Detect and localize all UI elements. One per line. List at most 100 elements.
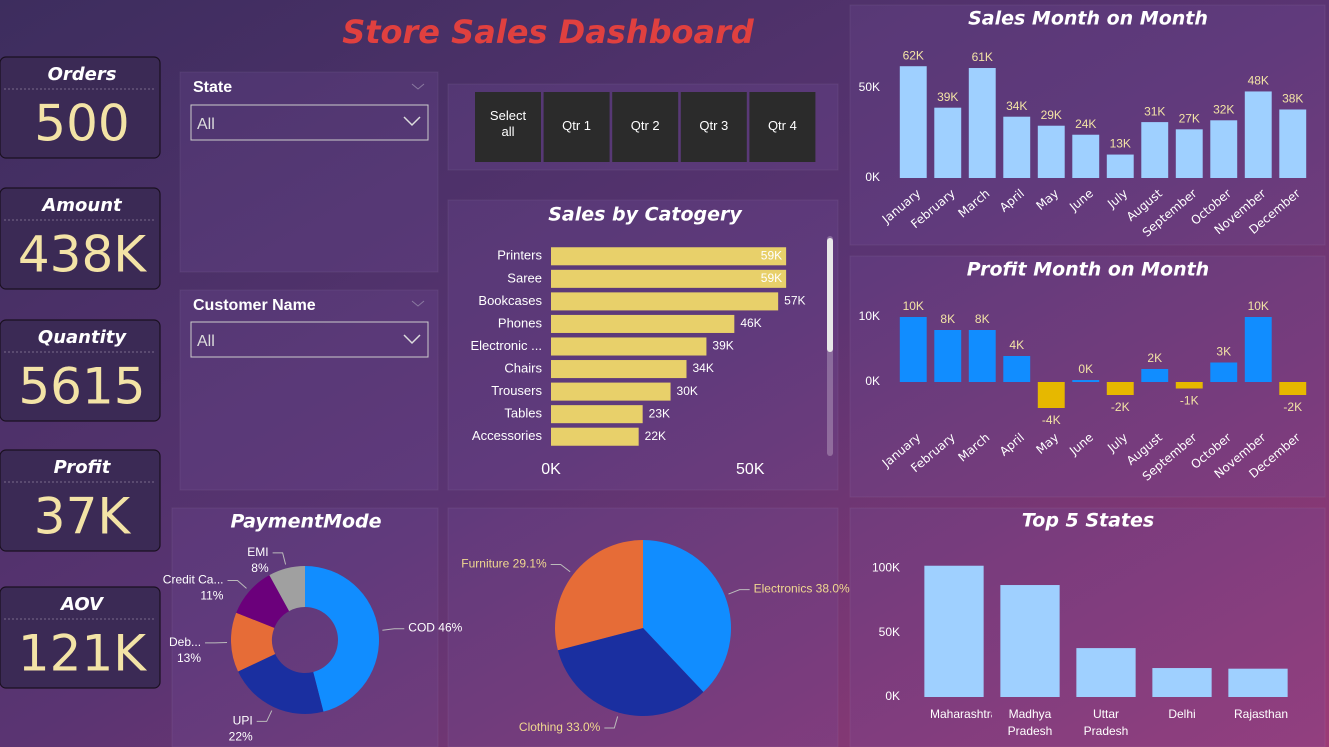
value-label: 0K	[1078, 362, 1093, 376]
value-label: 24K	[1075, 117, 1096, 131]
dropdown-value[interactable]: All	[197, 333, 215, 350]
slice	[238, 654, 324, 715]
value-label: 61K	[972, 50, 993, 64]
bar	[551, 292, 779, 311]
chevron[interactable]	[403, 334, 421, 345]
button[interactable]	[612, 92, 679, 162]
bar	[1175, 129, 1203, 178]
chevron[interactable]	[403, 116, 421, 127]
dropdown-value[interactable]: All	[197, 116, 215, 133]
button[interactable]	[680, 92, 747, 162]
button[interactable]	[749, 92, 816, 162]
value-label: -2K	[1111, 400, 1130, 414]
dropdown[interactable]	[190, 321, 429, 358]
y-tick-label: 50K	[859, 80, 880, 94]
y-tick-label: 0K	[865, 170, 880, 184]
button-text[interactable]: Select all	[489, 108, 527, 139]
bar	[968, 330, 996, 382]
kpi-value: 5615	[18, 358, 145, 416]
value-label: 34K	[1006, 99, 1027, 113]
kpi-card	[0, 449, 161, 552]
bar	[899, 66, 927, 178]
slice-value: 38.0%	[816, 582, 850, 596]
panel	[179, 289, 439, 491]
x-tick-wrap: Maharashtra	[930, 707, 992, 721]
button-text[interactable]: Qtr 1	[562, 118, 591, 133]
value-label: 10K	[903, 299, 924, 313]
button-label[interactable]: Qtr 1	[562, 118, 591, 133]
button-text[interactable]: Qtr 3	[699, 118, 728, 133]
y-tick-label: 10K	[859, 309, 880, 323]
button-label[interactable]: Qtr 2	[631, 118, 660, 133]
button-text[interactable]: Qtr 4	[768, 118, 797, 133]
bar	[1072, 134, 1100, 178]
value-label: 30K	[677, 384, 698, 398]
bar	[1175, 382, 1203, 389]
bar	[1228, 668, 1288, 697]
bar	[1279, 382, 1307, 395]
button-label[interactable]: Qtr 3	[699, 118, 728, 133]
slice-label: EMI 8%	[247, 545, 269, 575]
bar	[551, 382, 671, 401]
bar	[1141, 369, 1169, 382]
dropdown[interactable]	[190, 104, 429, 141]
slice-category: EMI	[247, 545, 268, 559]
slice	[236, 575, 290, 628]
chart-title: Profit Month on Month	[967, 259, 1209, 281]
y-tick-label: Trousers	[491, 383, 542, 398]
slice-value: 29.1%	[513, 557, 547, 571]
slice-value: 46%	[438, 621, 462, 635]
value-label: 8K	[940, 312, 955, 326]
bar	[1106, 154, 1134, 178]
value-label: 4K	[1009, 338, 1024, 352]
slice-label: Electronics 38.0%	[754, 582, 850, 596]
value-label: 39K	[712, 339, 733, 353]
chevron	[411, 83, 425, 90]
bar	[551, 360, 687, 379]
kpi-label: Amount	[40, 195, 123, 216]
chart-title: Sales Month on Month	[968, 8, 1208, 30]
x-tick-wrap: Madhya Pradesh	[1007, 707, 1053, 738]
value-label: 62K	[903, 48, 924, 62]
bar	[1244, 317, 1272, 382]
scrollbar-thumb[interactable]	[827, 238, 833, 352]
value-label: 3K	[1216, 345, 1231, 359]
value-label: 8K	[975, 312, 990, 326]
button[interactable]	[475, 92, 541, 162]
bar	[1152, 668, 1212, 697]
bar	[1072, 380, 1100, 382]
leader-line	[550, 563, 571, 573]
bar	[1141, 122, 1169, 178]
x-tick-label: Madhya Pradesh	[1007, 707, 1053, 738]
button-text[interactable]: Qtr 2	[631, 118, 660, 133]
y-tick-label: 0K	[865, 374, 880, 388]
bar	[1244, 91, 1272, 178]
leader-line	[256, 710, 273, 722]
y-tick-label: Printers	[497, 248, 542, 263]
x-tick-label: 0K	[541, 461, 561, 478]
chevron	[411, 300, 425, 307]
slice-label: Clothing 33.0%	[519, 720, 601, 734]
bar	[1210, 120, 1238, 178]
bar	[551, 405, 643, 424]
bar	[551, 247, 787, 266]
y-tick-label: 50K	[879, 625, 900, 639]
slice-value: 11%	[200, 589, 223, 603]
kpi-label: Quantity	[38, 327, 127, 348]
slice	[643, 540, 731, 693]
button[interactable]	[543, 92, 610, 162]
value-label: -2K	[1283, 400, 1302, 414]
button-label[interactable]: Qtr 4	[768, 118, 797, 133]
slice	[305, 566, 380, 712]
value-label: 13K	[1110, 137, 1131, 151]
value-label: -4K	[1042, 413, 1061, 427]
button-wrap[interactable]: Select all	[475, 108, 541, 148]
kpi-card	[0, 56, 161, 159]
slice-value: 8%	[251, 561, 269, 575]
leader-line	[272, 552, 287, 565]
x-tick-label: Delhi	[1168, 707, 1196, 721]
panel	[179, 71, 439, 273]
leader-line	[382, 628, 405, 631]
bar	[899, 317, 927, 382]
value-label: 31K	[1144, 104, 1165, 118]
